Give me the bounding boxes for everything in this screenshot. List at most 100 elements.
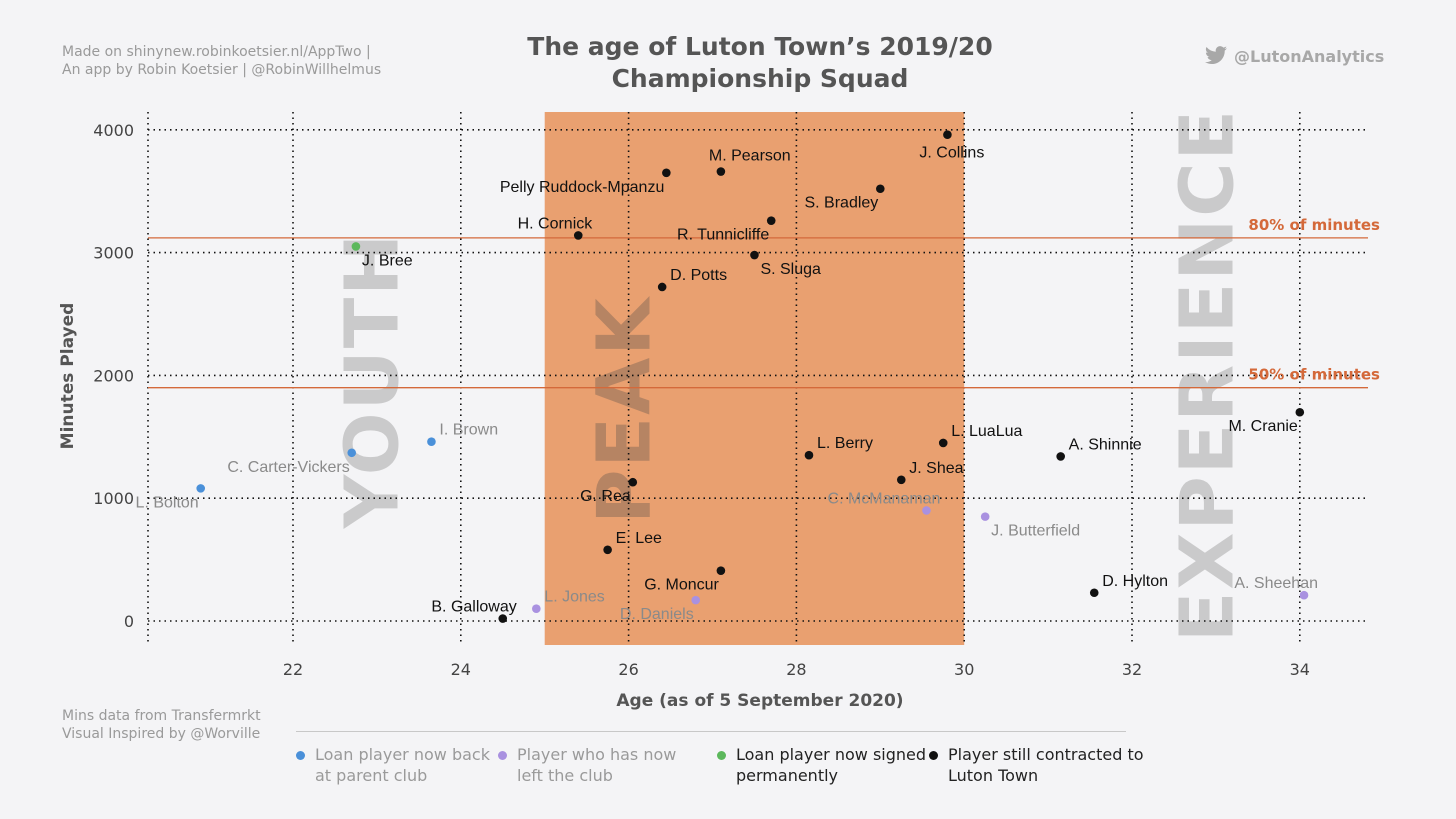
legend-divider [296, 731, 1126, 732]
legend-item-left-club: Player who has now left the club [498, 744, 707, 786]
y-tick-label: 2000 [93, 366, 134, 385]
legend-dot [296, 751, 305, 760]
data-label: H. Cornick [518, 215, 594, 232]
y-axis-label: Minutes Played [58, 303, 78, 450]
x-tick-label: 28 [786, 660, 806, 679]
data-point [716, 566, 726, 575]
data-point [750, 250, 759, 260]
data-point [876, 184, 885, 194]
data-point [943, 130, 952, 140]
legend-label: Loan player now signed permanently [736, 745, 927, 785]
zone-label-peak: PEAK [581, 296, 667, 524]
data-point [662, 168, 671, 178]
data-point [938, 438, 948, 448]
data-label: J. Butterfield [991, 523, 1080, 540]
data-label: E. Lee [616, 530, 662, 547]
data-point [1089, 588, 1099, 598]
chart-title-line1: The age of Luton Town’s 2019/20 [527, 32, 993, 61]
zone-label-experience: EXPERIENCE [1165, 108, 1251, 642]
data-label: Pelly Ruddock-Mpanzu [500, 179, 665, 196]
data-point [896, 475, 906, 485]
x-axis-label: Age (as of 5 September 2020) [616, 691, 903, 711]
data-point [1295, 407, 1305, 417]
data-point [657, 282, 667, 292]
legend-item-loan-returned: Loan player now back at parent club [296, 744, 505, 786]
legend-item-signed-permanently: Loan player now signed permanently [717, 744, 926, 786]
chart-title-line2: Championship Squad [611, 64, 909, 93]
reference-line-label: 80% of minutes [1248, 216, 1380, 234]
y-tick-label: 0 [124, 612, 134, 631]
twitter-handle: @LutonAnalytics [1204, 46, 1384, 66]
y-tick-label: 1000 [93, 489, 134, 508]
data-source-line1: Mins data from Transfermrkt [62, 708, 261, 724]
data-label: C. Carter-Vickers [227, 459, 349, 476]
legend-dot [717, 751, 726, 760]
legend-label: Loan player now back at parent club [315, 745, 490, 785]
data-label: D. Potts [670, 267, 727, 284]
data-label: L. Berry [817, 435, 873, 452]
data-label: J. Shea [909, 460, 963, 477]
data-point [716, 167, 726, 176]
data-label: G. Moncur [644, 577, 719, 594]
data-label: S. Sluga [760, 261, 821, 278]
data-point [347, 448, 357, 458]
y-tick-label: 3000 [93, 244, 134, 263]
data-label: J. Collins [919, 145, 984, 162]
data-label: M. Pearson [709, 148, 791, 165]
data-label: L. Bolton [136, 494, 199, 511]
chart-legend: Loan player now back at parent club Play… [296, 744, 1176, 794]
x-tick-label: 26 [618, 660, 638, 679]
twitter-handle-text: @LutonAnalytics [1234, 46, 1385, 66]
data-label: M. Cranie [1228, 418, 1297, 435]
data-source-credit: Mins data from Transfermrkt Visual Inspi… [62, 707, 261, 743]
data-point [196, 484, 206, 493]
data-label: B. Galloway [431, 599, 516, 616]
legend-dot [498, 751, 507, 760]
peak-band [544, 112, 965, 645]
x-tick-label: 24 [451, 660, 471, 679]
data-source-line2: Visual Inspired by @Worville [62, 726, 261, 742]
legend-label: Player who has now left the club [517, 745, 677, 785]
app-credit-line2: An app by Robin Koetsier | @RobinWillhel… [62, 62, 382, 78]
data-point [922, 506, 931, 515]
data-label: L. LuaLua [951, 423, 1022, 440]
data-label: S. Bradley [804, 195, 878, 212]
data-label: J. Bree [362, 252, 413, 269]
legend-dot [929, 751, 938, 760]
data-label: A. Sheehan [1234, 575, 1318, 592]
data-label: G. Rea [580, 488, 631, 505]
data-label: D. Hylton [1102, 573, 1168, 590]
data-point [603, 545, 612, 555]
data-label: C. McManaman [828, 490, 941, 507]
chart-title: The age of Luton Town’s 2019/20 Champion… [460, 31, 1060, 95]
x-tick-label: 30 [954, 660, 974, 679]
legend-item-contracted: Player still contracted to Luton Town [929, 744, 1178, 786]
data-label: I. Brown [439, 422, 498, 439]
y-tick-label: 4000 [93, 121, 134, 140]
app-credit-line1: Made on shinynew.robinkoetsier.nl/AppTwo… [62, 44, 371, 60]
twitter-bird-icon [1205, 46, 1227, 65]
reference-line-label: 50% of minutes [1248, 366, 1380, 384]
data-label: A. Shinnie [1069, 436, 1142, 453]
data-point [691, 595, 701, 605]
data-label: R. Tunnicliffe [677, 227, 769, 244]
data-point [1299, 590, 1309, 600]
data-point [766, 216, 776, 225]
zone-label-youth: YOUTH [330, 232, 416, 529]
x-tick-label: 34 [1290, 660, 1310, 679]
app-credit: Made on shinynew.robinkoetsier.nl/AppTwo… [62, 43, 381, 79]
data-point [628, 477, 638, 487]
data-point [573, 231, 583, 240]
data-label: L. Jones [544, 589, 604, 606]
data-label: D. Daniels [620, 606, 694, 623]
data-point [980, 512, 990, 521]
data-point [532, 604, 541, 614]
data-point [351, 242, 361, 251]
x-tick-label: 22 [283, 660, 303, 679]
data-point [804, 450, 814, 460]
data-point [498, 614, 508, 623]
data-point [1056, 452, 1065, 461]
data-point [427, 437, 436, 447]
legend-label: Player still contracted to Luton Town [948, 745, 1144, 785]
